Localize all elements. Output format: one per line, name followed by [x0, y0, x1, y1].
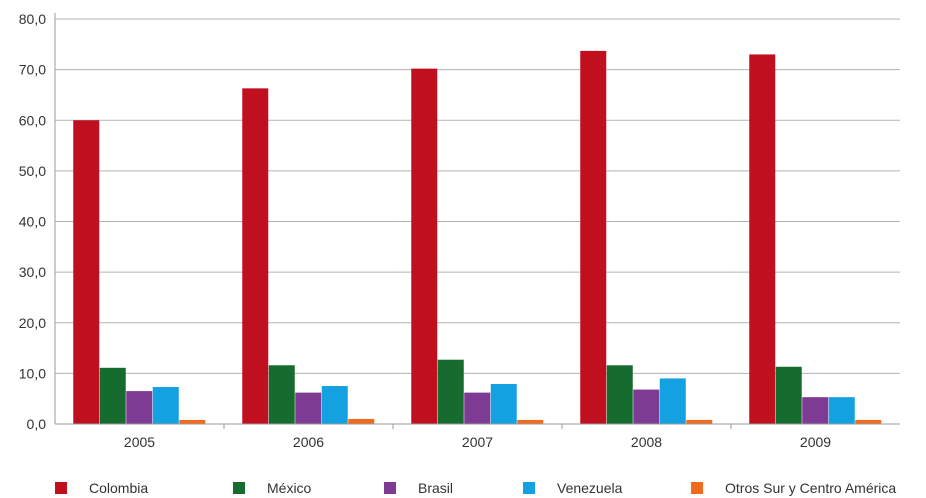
legend-swatch: [233, 482, 245, 494]
legend: Colombia México Brasil Venezuela Otros Sur y…: [55, 480, 896, 496]
bar: [295, 392, 322, 424]
y-tick-label: 20,0: [19, 315, 46, 331]
bars: [73, 50, 882, 425]
bar: [99, 367, 126, 424]
bar: [179, 419, 206, 424]
y-tick-label: 80,0: [19, 11, 46, 27]
legend-item: Brasil: [384, 480, 453, 496]
legend-item: México: [233, 480, 312, 496]
y-tick-label: 50,0: [19, 163, 46, 179]
y-tick-label: 40,0: [19, 214, 46, 230]
x-axis-ticks: 2005 2006 2007 2008 2009: [124, 434, 831, 450]
legend-item: Otros Sur y Centro América: [691, 480, 896, 496]
gridlines: [55, 18, 900, 374]
x-tick-label: 2007: [462, 434, 493, 450]
y-tick-label: 10,0: [19, 365, 46, 381]
bar: [152, 387, 179, 424]
bar: [659, 378, 686, 424]
y-axis-ticks: 0,0 10,0 20,0 30,0 40,0 50,0 60,0 70,0 80,0: [19, 11, 46, 432]
bar: [686, 419, 713, 424]
y-tick-label: 0,0: [27, 416, 47, 432]
legend-label: Otros Sur y Centro América: [725, 480, 896, 496]
bar: [126, 391, 153, 424]
bar: [828, 397, 855, 424]
bar: [242, 88, 269, 424]
y-tick-label: 60,0: [19, 112, 46, 128]
legend-label: Colombia: [89, 480, 148, 496]
bar: [348, 418, 375, 424]
bar: [855, 419, 882, 424]
bar: [464, 392, 491, 424]
legend-swatch: [384, 482, 396, 494]
bar: [411, 68, 438, 425]
y-tick-label: 70,0: [19, 62, 46, 78]
legend-label: México: [267, 480, 312, 496]
bar: [517, 419, 544, 424]
bar: [321, 386, 348, 424]
bar: [580, 50, 607, 425]
x-tick-label: 2006: [293, 434, 324, 450]
legend-item: Venezuela: [523, 480, 623, 496]
x-tick-label: 2009: [800, 434, 831, 450]
x-axis: [54, 13, 900, 429]
legend-label: Venezuela: [557, 480, 623, 496]
legend-swatch: [523, 482, 535, 494]
bar: [490, 384, 517, 424]
y-tick-label: 30,0: [19, 264, 46, 280]
x-tick-label: 2008: [631, 434, 662, 450]
legend-swatch: [55, 482, 67, 494]
bar: [73, 120, 100, 424]
legend-label: Brasil: [418, 480, 453, 496]
legend-item: Colombia: [55, 480, 148, 496]
bar: [268, 365, 295, 424]
bar: [749, 54, 776, 424]
bar: [775, 366, 802, 424]
x-tick-label: 2005: [124, 434, 155, 450]
legend-swatch: [691, 482, 703, 494]
bar: [606, 365, 633, 424]
bar: [633, 389, 660, 424]
bar: [437, 359, 464, 424]
bar: [802, 397, 829, 424]
